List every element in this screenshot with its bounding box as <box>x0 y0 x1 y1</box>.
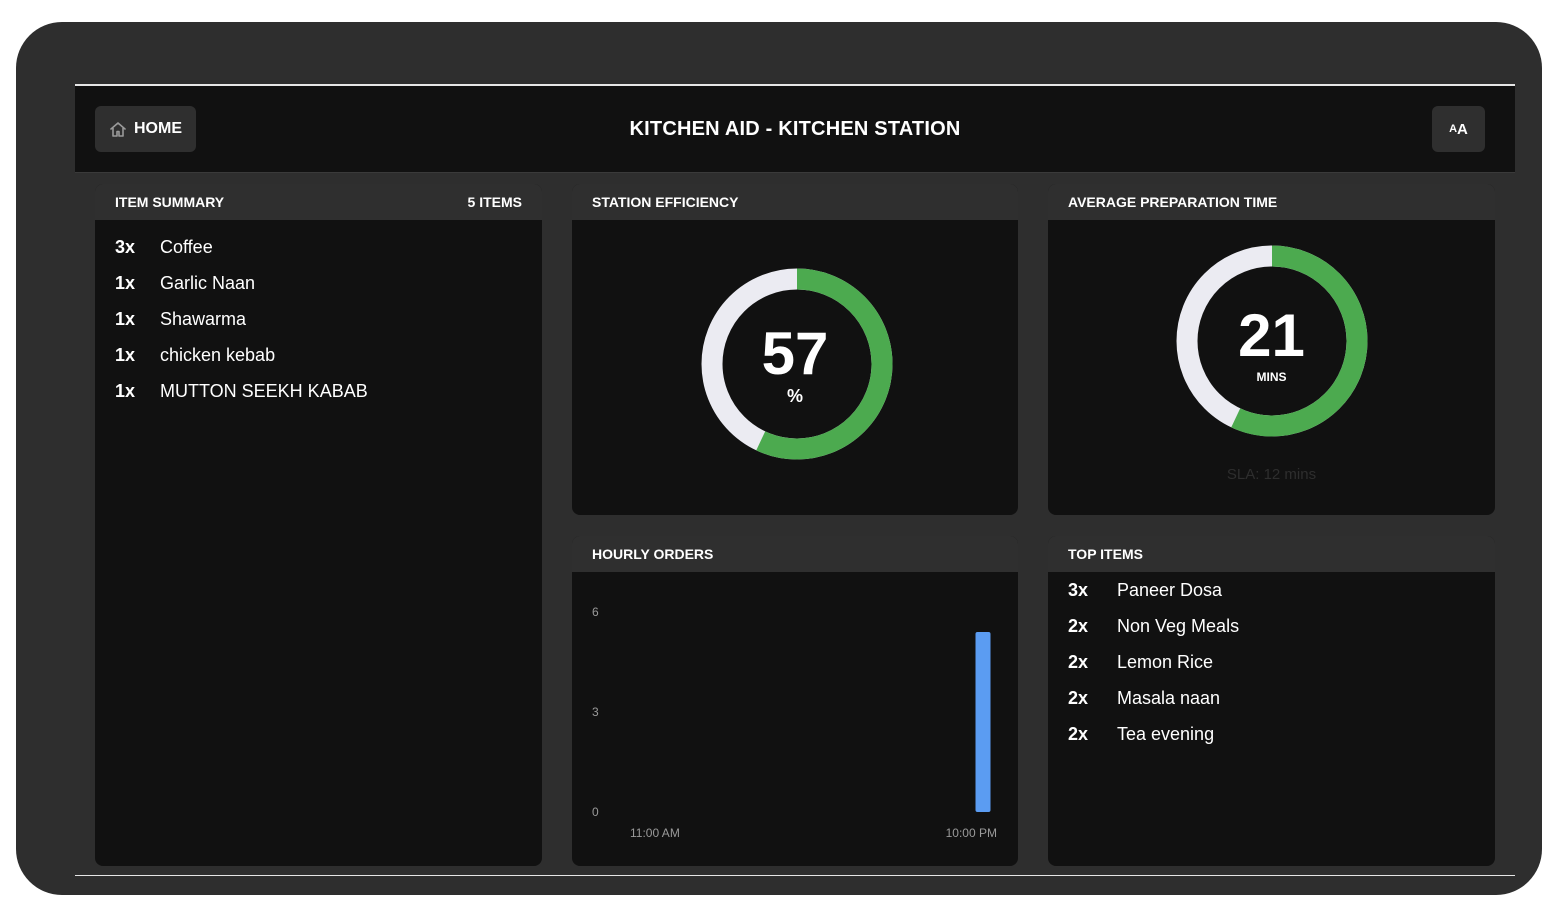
item-summary-header: ITEM SUMMARY 5 ITEMS <box>95 184 542 220</box>
item-qty: 1x <box>115 344 136 365</box>
item-summary-card: ITEM SUMMARY 5 ITEMS 3x Coffee 1x Garlic N… <box>95 184 542 866</box>
item-name: Lemon Rice <box>1117 651 1214 672</box>
prep-time-unit: MINS <box>1256 370 1287 384</box>
list-item: 2x Tea evening <box>1068 716 1495 752</box>
list-item: 2x Lemon Rice <box>1068 644 1495 680</box>
top-items-card: TOP ITEMS 3x Paneer Dosa 2x Non Veg Meals … <box>1048 536 1495 866</box>
list-item: 3x Coffee <box>115 229 542 265</box>
prep-time-readout: 21 MINS <box>1048 302 1495 385</box>
hourly-orders-title: HOURLY ORDERS <box>592 546 714 562</box>
prep-time-value: 21 <box>1238 302 1305 369</box>
list-item: 1x chicken kebab <box>115 337 542 373</box>
item-name: Non Veg Meals <box>1117 615 1240 636</box>
item-name: Masala naan <box>1117 687 1221 708</box>
item-qty: 2x <box>1068 723 1089 744</box>
font-size-big-glyph: A <box>1457 120 1468 138</box>
font-size-small-glyph: A <box>1449 123 1458 135</box>
top-items-list: 3x Paneer Dosa 2x Non Veg Meals 2x Lemon Ri… <box>1048 572 1495 752</box>
y-tick-label: 6 <box>592 605 599 619</box>
item-qty: 1x <box>115 380 136 401</box>
chart-bar[interactable] <box>975 632 991 812</box>
hourly-orders-chart: 0 3 6 11:00 AM 10:00 PM <box>592 605 997 840</box>
efficiency-gauge <box>701 268 893 460</box>
list-item: 2x Masala naan <box>1068 680 1495 716</box>
station-efficiency-card: STATION EFFICIENCY 57 % <box>572 184 1018 515</box>
item-qty: 2x <box>1068 615 1089 636</box>
sla-text: SLA: 12 mins <box>1226 466 1317 483</box>
home-icon <box>109 121 127 138</box>
prep-time-gauge <box>1176 245 1368 437</box>
item-qty: 2x <box>1068 687 1089 708</box>
efficiency-value: 57 <box>761 320 829 387</box>
list-item: 3x Paneer Dosa <box>1068 572 1495 608</box>
home-label: HOME <box>134 120 182 137</box>
list-item: 1x Garlic Naan <box>115 265 542 301</box>
item-name: Paneer Dosa <box>1117 579 1223 600</box>
efficiency-gauge-fill <box>701 268 893 460</box>
item-count-badge: 5 ITEMS <box>467 194 522 210</box>
top-items-title: TOP ITEMS <box>1068 546 1143 562</box>
item-name: Coffee <box>160 236 213 257</box>
station-efficiency-header: STATION EFFICIENCY <box>572 184 1018 220</box>
list-item: 1x Shawarma <box>115 301 542 337</box>
x-tick-label: 10:00 PM <box>946 826 997 840</box>
item-name: Tea evening <box>1117 723 1215 744</box>
avg-prep-time-header: AVERAGE PREPARATION TIME <box>1048 184 1495 220</box>
item-qty: 1x <box>115 272 136 293</box>
top-items-header: TOP ITEMS <box>1048 536 1495 572</box>
item-summary-title: ITEM SUMMARY <box>115 194 225 210</box>
home-button[interactable]: HOME <box>95 106 196 152</box>
hourly-orders-card: HOURLY ORDERS 0 3 6 11:00 AM 10:00 PM <box>572 536 1018 866</box>
item-name: MUTTON SEEKH KABAB <box>160 380 368 401</box>
efficiency-readout: 57 % <box>572 324 1018 407</box>
page-title: KITCHEN AID - KITCHEN STATION <box>629 118 961 140</box>
list-item: 2x Non Veg Meals <box>1068 608 1495 644</box>
prep-time-gauge-fill <box>1176 245 1368 437</box>
list-item: 1x MUTTON SEEKH KABAB <box>115 373 542 409</box>
station-efficiency-title: STATION EFFICIENCY <box>592 194 739 210</box>
item-summary-list: 3x Coffee 1x Garlic Naan 1x Shawarma 1x chic… <box>95 220 542 409</box>
hourly-orders-header: HOURLY ORDERS <box>572 536 1018 572</box>
item-qty: 3x <box>1068 579 1089 600</box>
efficiency-unit: % <box>786 386 803 406</box>
item-name: Shawarma <box>160 308 247 329</box>
item-qty: 1x <box>115 308 136 329</box>
item-qty: 2x <box>1068 651 1089 672</box>
y-tick-label: 0 <box>592 805 599 819</box>
x-tick-label: 11:00 AM <box>630 826 680 840</box>
y-tick-label: 3 <box>592 705 599 719</box>
item-name: chicken kebab <box>160 344 276 365</box>
avg-prep-time-title: AVERAGE PREPARATION TIME <box>1068 194 1278 210</box>
item-qty: 3x <box>115 236 136 257</box>
item-name: Garlic Naan <box>160 272 256 293</box>
avg-prep-time-card: AVERAGE PREPARATION TIME 21 MINS SLA: 12… <box>1048 184 1495 515</box>
